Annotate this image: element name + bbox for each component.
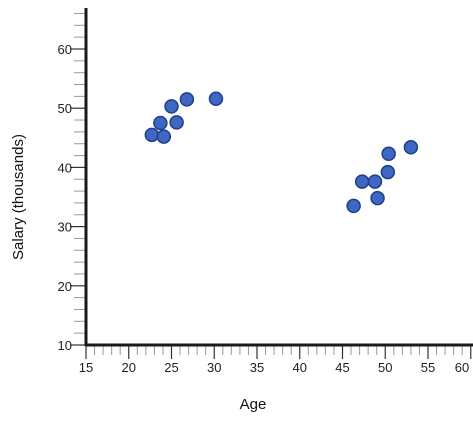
- data-point: [144, 127, 160, 143]
- data-point: [380, 164, 396, 180]
- x-axis-title: Age: [240, 396, 267, 413]
- x-tick-label: 60: [455, 360, 469, 375]
- data-point: [156, 129, 172, 144]
- y-axis-tick-labels: 10 20 30 40 50 60: [58, 42, 72, 353]
- x-axis-minor-ticks: [85, 345, 472, 359]
- data-point: [164, 99, 179, 114]
- y-tick-label: 50: [58, 101, 72, 116]
- y-tick-label: 10: [58, 338, 72, 353]
- y-tick-label: 40: [58, 160, 72, 175]
- x-tick-label: 35: [250, 360, 264, 375]
- data-point: [208, 91, 224, 106]
- x-tick-label: 40: [293, 360, 307, 375]
- y-axis-minor-ticks: [70, 12, 86, 346]
- data-point: [179, 92, 195, 107]
- x-tick-label: 15: [79, 360, 93, 375]
- data-point: [354, 174, 370, 189]
- x-tick-label: 20: [122, 360, 136, 375]
- x-tick-label: 55: [421, 360, 435, 375]
- y-tick-label: 30: [58, 220, 72, 235]
- x-axis-tick-labels: 15 20 25 30 35 40 45 50 55 60: [79, 360, 469, 375]
- x-tick-label: 45: [335, 360, 349, 375]
- y-tick-label: 60: [58, 42, 72, 57]
- y-tick-label: 20: [58, 279, 72, 294]
- data-point: [370, 190, 385, 206]
- data-point: [381, 146, 396, 162]
- data-point: [346, 198, 361, 214]
- data-point: [153, 115, 168, 131]
- x-tick-label: 50: [378, 360, 392, 375]
- data-points: [144, 91, 419, 214]
- data-point: [367, 174, 383, 189]
- data-point: [169, 115, 184, 130]
- x-tick-label: 25: [164, 360, 178, 375]
- x-tick-label: 30: [207, 360, 221, 375]
- y-axis-title: Salary (thousands): [10, 134, 27, 260]
- data-point: [403, 140, 419, 155]
